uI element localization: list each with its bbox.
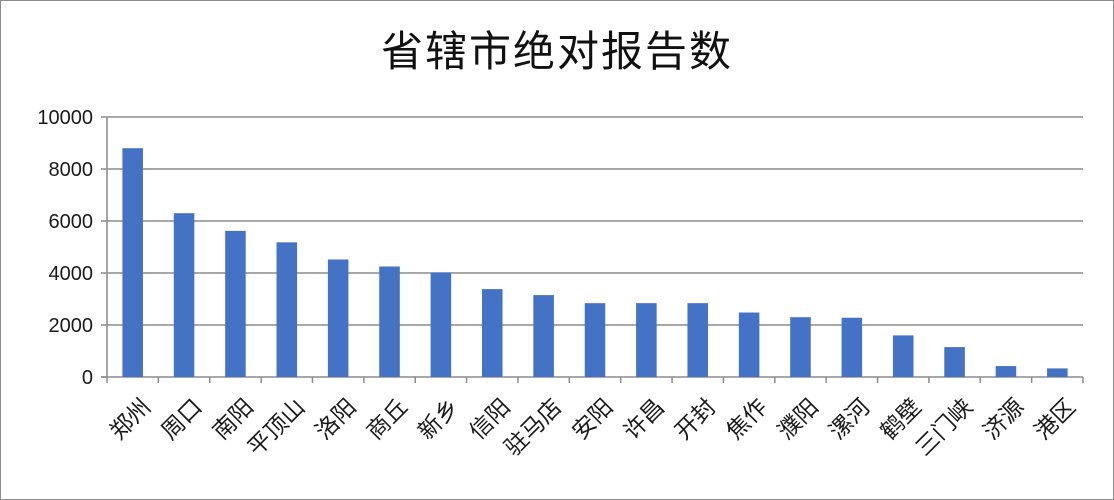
- bar-平顶山: [276, 242, 298, 377]
- x-category-label: 濮阳: [773, 394, 824, 445]
- x-category-label: 驻马店: [500, 394, 567, 461]
- x-category-label: 新乡: [414, 394, 465, 445]
- bar-商丘: [379, 266, 400, 377]
- bar-济源: [995, 366, 1017, 377]
- x-category-label: 周口: [157, 394, 208, 445]
- bar-鹤壁: [892, 335, 914, 377]
- bar-郑州: [122, 148, 143, 377]
- y-tick-label: 8000: [49, 159, 94, 181]
- x-category-label: 济源: [979, 394, 1030, 445]
- x-category-label: 安阳: [568, 394, 619, 445]
- y-tick-label: 10000: [37, 107, 93, 129]
- x-category-label: 开封: [670, 394, 721, 445]
- x-category-label: 平顶山: [243, 394, 310, 461]
- bar-焦作: [738, 312, 760, 377]
- y-tick-label: 4000: [49, 263, 94, 285]
- bar-濮阳: [790, 317, 811, 377]
- y-tick-label: 6000: [49, 211, 94, 233]
- y-tick-label: 0: [82, 367, 93, 389]
- x-category-label: 郑州: [105, 394, 156, 445]
- x-category-label: 许昌: [619, 394, 670, 445]
- bar-许昌: [636, 303, 657, 377]
- bar-漯河: [841, 317, 863, 377]
- x-category-label: 港区: [1030, 394, 1081, 445]
- bars: [122, 148, 1068, 377]
- x-category-label: 商丘: [362, 394, 413, 445]
- chart-title: 省辖市绝对报告数: [380, 27, 733, 76]
- bar-三门峡: [944, 347, 965, 377]
- bar-洛阳: [327, 259, 349, 377]
- x-category-label: 三门峡: [911, 394, 978, 461]
- x-category-label: 洛阳: [311, 394, 362, 445]
- gridlines: [107, 116, 1083, 326]
- bar-开封: [687, 303, 709, 377]
- x-category-label: 焦作: [722, 394, 773, 445]
- bar-新乡: [430, 272, 452, 377]
- bar-信阳: [481, 289, 503, 377]
- bar-港区: [1047, 368, 1068, 377]
- bar-驻马店: [533, 295, 554, 377]
- bar-安阳: [584, 303, 606, 377]
- y-tick-label: 2000: [49, 315, 94, 337]
- x-category-label: 漯河: [824, 394, 875, 445]
- bar-周口: [173, 213, 195, 377]
- bar-南阳: [225, 230, 246, 377]
